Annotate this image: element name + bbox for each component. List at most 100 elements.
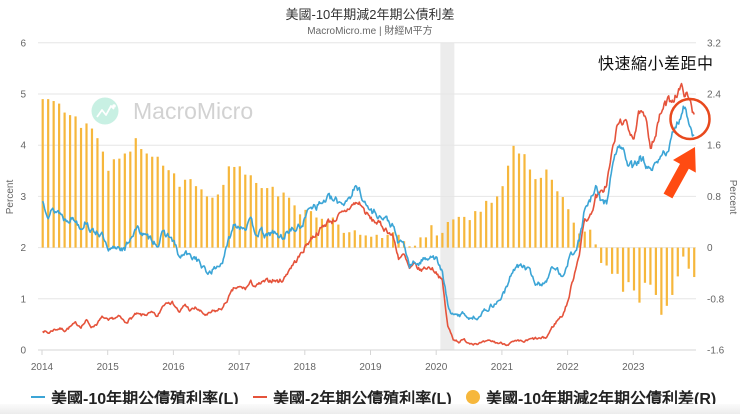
spread-bar — [660, 247, 663, 315]
right-axis-tick-label: 0 — [707, 243, 713, 254]
right-axis-tick-label: 0.8 — [707, 192, 721, 203]
left-axis-tick-label: 6 — [20, 38, 26, 49]
highlight-circle-icon — [669, 97, 711, 141]
spread-bar — [397, 234, 400, 248]
spread-bar — [419, 237, 422, 248]
right-axis-tick-label: 2.4 — [707, 90, 721, 101]
spread-bar — [101, 151, 105, 248]
watermark: MacroMicro — [91, 97, 253, 125]
annotation-text: 快速縮小差距中 — [598, 56, 714, 73]
spread-bar — [381, 238, 384, 248]
spread-bar — [41, 99, 44, 248]
x-tick-label: 2016 — [162, 362, 185, 373]
spread-bar — [687, 247, 690, 269]
spread-bar — [287, 197, 291, 248]
x-tick-label: 2021 — [491, 362, 514, 373]
spread-bars — [41, 99, 696, 315]
spread-bar — [643, 247, 647, 283]
x-tick-label: 2019 — [359, 362, 382, 373]
spread-bar — [68, 115, 72, 248]
spread-bar — [649, 247, 652, 285]
spread-bar — [331, 217, 334, 248]
spread-bar — [501, 186, 504, 248]
spread-bar — [348, 232, 351, 248]
right-axis-title: Percent — [727, 180, 738, 215]
spread-bar — [676, 247, 679, 277]
spread-bar — [238, 166, 241, 248]
spread-bar — [194, 186, 198, 248]
spread-bar — [79, 127, 83, 248]
spread-bar — [58, 103, 61, 248]
spread-bar — [282, 192, 285, 248]
spread-bar — [200, 189, 203, 248]
spread-bar — [572, 222, 575, 248]
annotation-shapes — [663, 97, 711, 199]
spread-bar — [594, 244, 597, 248]
spread-bar — [370, 236, 373, 248]
spread-bar — [304, 209, 307, 248]
spread-bar — [693, 247, 696, 278]
spread-bar — [145, 153, 148, 248]
spread-bar — [342, 232, 345, 248]
gridlines — [38, 42, 696, 300]
chart-line-icon — [96, 105, 115, 118]
spread-bar — [233, 166, 236, 248]
spread-bar — [156, 156, 159, 248]
legend-item-2y-yield[interactable]: 美國-2年期公債殖利率(L) — [253, 386, 452, 408]
spread-bar — [490, 202, 493, 248]
spread-bar — [320, 218, 324, 248]
spread-bar — [435, 235, 438, 248]
spread-bar — [249, 175, 252, 248]
macromicro-logo-icon — [91, 97, 119, 125]
spread-bar — [90, 128, 94, 248]
spread-bar — [654, 247, 657, 295]
spread-bar — [85, 123, 88, 248]
spread-bar — [74, 116, 77, 248]
spread-bar — [523, 154, 526, 248]
legend-item-10y-yield[interactable]: 美國-10年期公債殖利率(L) — [31, 386, 239, 408]
spread-bar — [627, 247, 630, 283]
left-axis-tick-label: 1 — [20, 294, 26, 305]
spread-bar — [632, 247, 636, 291]
spread-bar — [205, 196, 209, 248]
spread-bar — [96, 138, 99, 248]
spread-bar — [298, 214, 302, 248]
left-axis-title: Percent — [5, 180, 16, 215]
legend: 美國-10年期公債殖利率(L) 美國-2年期公債殖利率(L) 美國-10年期減2… — [0, 386, 740, 408]
legend-item-spread[interactable]: 美國-10年期減2年期公債利差(R) — [466, 386, 716, 408]
right-axis-tick-label: -0.8 — [707, 294, 725, 305]
spread-bar — [512, 145, 515, 248]
line-2y-yield — [42, 82, 695, 347]
spread-bar — [496, 196, 499, 248]
spread-bar — [556, 191, 559, 248]
spread-bar — [424, 237, 428, 248]
spread-bar — [266, 188, 269, 248]
legend-line-icon — [31, 396, 45, 398]
spread-bar — [375, 234, 378, 248]
spread-bar — [446, 222, 449, 248]
spread-bar — [600, 247, 603, 263]
spread-bar — [255, 182, 258, 248]
spread-bar — [52, 101, 55, 248]
spread-bar — [353, 230, 356, 248]
spread-bar — [430, 225, 433, 248]
spread-bar — [441, 232, 444, 248]
spread-bar — [112, 159, 115, 248]
spread-bar — [63, 112, 66, 248]
spread-bar — [359, 234, 362, 248]
spread-bar — [107, 170, 110, 248]
spread-bar — [293, 205, 296, 248]
spread-bar — [539, 177, 543, 248]
spread-bar — [479, 211, 482, 248]
watermark-text: MacroMicro — [133, 98, 253, 124]
spread-bar — [474, 211, 477, 248]
spread-bar — [151, 156, 154, 248]
spread-bar — [665, 247, 668, 306]
spread-bar — [485, 200, 488, 248]
left-axis-tick-label: 0 — [20, 346, 26, 357]
right-axis-tick-label: 3.2 — [707, 38, 721, 49]
spread-bar — [528, 169, 532, 248]
x-tick-label: 2014 — [31, 362, 54, 373]
spread-bar — [260, 188, 263, 248]
spread-bar — [468, 220, 471, 248]
